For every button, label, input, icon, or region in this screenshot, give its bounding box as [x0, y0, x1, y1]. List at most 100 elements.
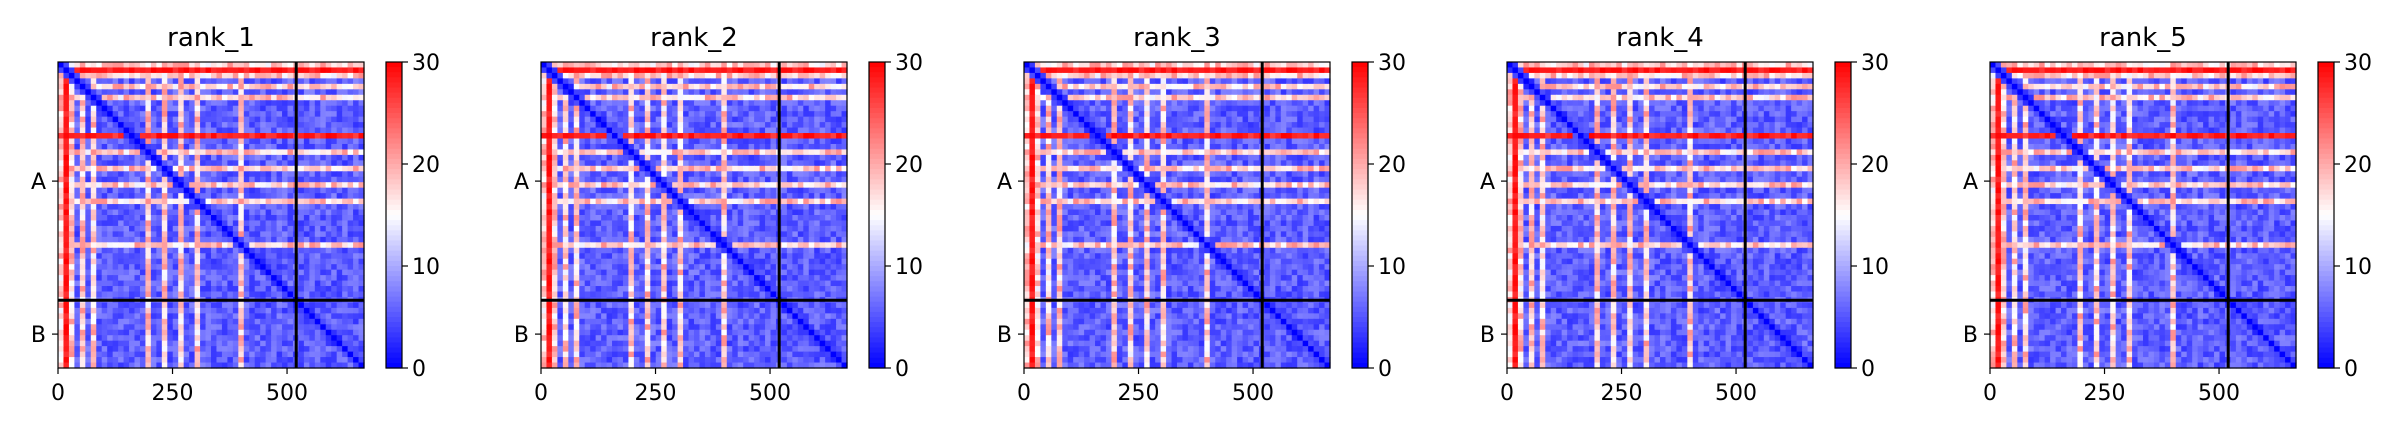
heatmap-cell	[551, 83, 558, 90]
heatmap-cell	[172, 116, 179, 123]
heatmap-cell	[123, 280, 130, 287]
heatmap-cell	[90, 116, 97, 123]
heatmap-cell	[205, 160, 212, 167]
heatmap-cell	[325, 264, 332, 271]
heatmap-cell	[309, 116, 316, 123]
heatmap-cell	[661, 154, 668, 161]
heatmap-cell	[194, 133, 201, 140]
heatmap-cell	[96, 346, 103, 353]
heatmap-cell	[74, 67, 81, 74]
heatmap-cell	[841, 204, 848, 211]
heatmap-cell	[96, 94, 103, 101]
heatmap-cell	[63, 149, 70, 156]
heatmap-cell	[145, 215, 152, 222]
heatmap-cell	[551, 209, 558, 216]
heatmap-cell	[314, 160, 321, 167]
heatmap-cell	[58, 231, 65, 238]
heatmap-cell	[123, 122, 130, 129]
heatmap-cell	[841, 149, 848, 156]
heatmap-cell	[721, 182, 728, 189]
heatmap-cell	[74, 72, 81, 79]
heatmap-cell	[650, 215, 657, 222]
heatmap-cell	[63, 160, 70, 167]
heatmap-cell	[254, 247, 261, 254]
heatmap-cell	[325, 318, 332, 325]
heatmap-cell	[85, 280, 92, 287]
heatmap-cell	[282, 264, 289, 271]
heatmap-cell	[557, 182, 564, 189]
heatmap-cell	[786, 78, 793, 85]
heatmap-cell	[276, 154, 283, 161]
heatmap-cell	[732, 176, 739, 183]
heatmap-cell	[205, 269, 212, 276]
heatmap-cell	[161, 209, 168, 216]
heatmap-cell	[704, 143, 711, 151]
heatmap-cell	[677, 182, 684, 189]
heatmap-cell	[606, 83, 613, 90]
heatmap-cell	[134, 72, 141, 79]
heatmap-cell	[101, 171, 108, 178]
heatmap-cell	[260, 357, 267, 364]
heatmap-cell	[189, 313, 196, 320]
heatmap-cell	[249, 242, 256, 249]
heatmap-cell	[325, 215, 332, 222]
heatmap-cell	[271, 89, 278, 96]
heatmap-cell	[249, 291, 256, 298]
heatmap-cell	[353, 160, 360, 167]
heatmap-cell	[737, 182, 744, 189]
heatmap-cell	[325, 302, 332, 309]
heatmap-cell	[221, 198, 228, 205]
heatmap-cell	[562, 220, 569, 227]
heatmap-cell	[628, 138, 635, 145]
heatmap-cell	[260, 100, 267, 107]
heatmap-cell	[770, 220, 777, 227]
heatmap-cell	[68, 357, 75, 364]
heatmap-cell	[644, 62, 651, 69]
heatmap-cell	[814, 127, 821, 134]
heatmap-cell	[830, 198, 837, 205]
heatmap-cell	[541, 209, 548, 216]
heatmap-cell	[129, 116, 136, 123]
heatmap-cell	[353, 340, 360, 347]
heatmap-cell	[211, 105, 218, 112]
heatmap-cell	[129, 138, 136, 145]
heatmap-cell	[172, 236, 179, 243]
heatmap-cell	[260, 340, 267, 347]
heatmap-cell	[792, 149, 799, 156]
heatmap-cell	[644, 225, 651, 232]
heatmap-cell	[276, 329, 283, 336]
heatmap-cell	[107, 275, 114, 282]
heatmap-cell	[96, 225, 103, 232]
heatmap-cell	[243, 335, 250, 342]
heatmap-cell	[129, 269, 136, 276]
heatmap-cell	[325, 286, 332, 293]
heatmap-cell	[704, 78, 711, 85]
heatmap-cell	[568, 100, 575, 107]
heatmap-cell	[58, 291, 65, 298]
heatmap-cell	[194, 275, 201, 282]
heatmap-cell	[830, 78, 837, 85]
heatmap-cell	[546, 215, 553, 222]
heatmap-cell	[227, 143, 234, 151]
heatmap-cell	[134, 335, 141, 342]
heatmap-cell	[765, 100, 772, 107]
heatmap-cell	[254, 225, 261, 232]
heatmap-cell	[661, 231, 668, 238]
heatmap-cell	[85, 313, 92, 320]
heatmap-cell	[715, 83, 722, 90]
heatmap-cell	[754, 67, 761, 74]
heatmap-cell	[353, 111, 360, 118]
heatmap-cell	[107, 313, 114, 320]
colorbar-tick-label: 30	[412, 51, 440, 76]
heatmap-cell	[118, 258, 125, 265]
heatmap-cell	[172, 275, 179, 282]
heatmap-cell	[825, 198, 832, 205]
heatmap-cell	[325, 198, 332, 205]
heatmap-cell	[260, 231, 267, 238]
heatmap-cell	[172, 78, 179, 85]
heatmap-cell	[358, 346, 365, 353]
heatmap-cell	[134, 187, 141, 194]
heatmap-cell	[622, 149, 630, 156]
heatmap-cell	[123, 236, 130, 243]
heatmap-cell	[677, 143, 684, 151]
